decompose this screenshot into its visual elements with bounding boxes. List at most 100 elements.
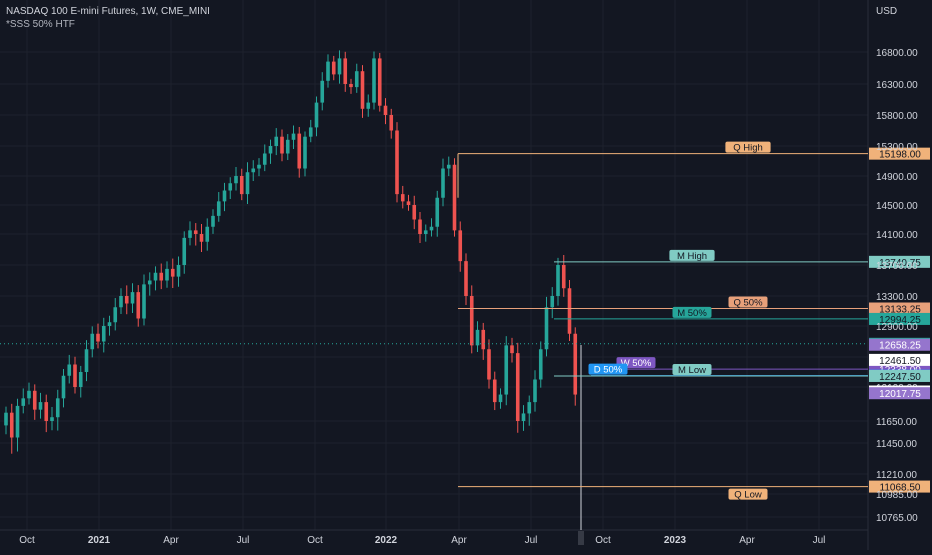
level-tag-bg xyxy=(588,363,628,375)
candle-body xyxy=(234,176,238,184)
candle-body xyxy=(176,265,181,277)
candle-body xyxy=(107,322,112,326)
candle-body xyxy=(331,61,336,75)
candle-body xyxy=(61,375,66,399)
candle-body xyxy=(38,402,43,410)
axis-price-badge-bg xyxy=(869,387,930,400)
level-tag-m-50-: M 50% xyxy=(672,306,712,319)
time-tick-label: Oct xyxy=(19,535,35,546)
axis-price-tag-q-low: 11068.50 xyxy=(869,480,930,494)
axis-price-badge: 12461.50 xyxy=(869,353,930,367)
candle-body xyxy=(418,219,422,234)
candle-body xyxy=(4,412,8,426)
time-tick-label: Oct xyxy=(307,535,323,546)
time-tick-label: 2021 xyxy=(88,535,111,546)
candle-body xyxy=(153,272,158,281)
axis-price-tag-label: 13133.25 xyxy=(879,305,921,316)
time-tick-label: Jul xyxy=(813,535,826,546)
candle-body xyxy=(27,390,31,399)
candle-body xyxy=(395,130,399,195)
level-tag-bg xyxy=(728,488,768,500)
level-tag-bg xyxy=(725,141,771,153)
candle-body xyxy=(504,345,509,395)
candle-body xyxy=(44,402,49,421)
price-tick-label: 13700.00 xyxy=(876,261,918,272)
candle-body xyxy=(383,105,388,115)
level-tag-label: M Low xyxy=(678,365,706,376)
candle-body xyxy=(475,329,480,346)
axis-price-tag-bg xyxy=(869,255,930,268)
level-tag-d-50-: D 50% xyxy=(588,363,628,376)
candle-body xyxy=(487,349,491,380)
level-tag-bg xyxy=(728,296,768,308)
symbol-title[interactable]: NASDAQ 100 E-mini Futures, 1W, CME_MINI xyxy=(6,6,210,17)
time-tick-label: 2022 xyxy=(375,535,398,546)
candle-body xyxy=(159,272,164,281)
candle-body xyxy=(308,127,313,137)
candle-body xyxy=(561,265,566,289)
price-tick-label: 13300.00 xyxy=(876,292,918,303)
candle-body xyxy=(251,168,256,173)
price-tick-label: 10765.00 xyxy=(876,513,918,524)
candle-body xyxy=(90,333,95,350)
level-tag-q-50-: Q 50% xyxy=(728,296,768,309)
candle-body xyxy=(389,115,394,131)
level-tag-label: Q Low xyxy=(734,490,762,501)
candle-body xyxy=(291,133,296,140)
candle-body xyxy=(280,136,284,154)
price-tick-label: 15800.00 xyxy=(876,111,918,122)
chart-legend: NASDAQ 100 E-mini Futures, 1W, CME_MINI … xyxy=(6,5,210,31)
level-tag-label: W 50% xyxy=(621,358,652,369)
candle-body xyxy=(372,58,376,103)
level-tag-label: Q High xyxy=(733,143,763,154)
indicator-title[interactable]: *SSS 50% HTF xyxy=(6,19,75,30)
price-tick-label: 16800.00 xyxy=(876,48,918,59)
price-tick-label: 12900.00 xyxy=(876,322,918,333)
candle-body xyxy=(193,230,198,234)
candle-body xyxy=(182,237,187,265)
level-tag-q-low: Q Low xyxy=(728,488,768,501)
cursor-time-tag xyxy=(578,531,584,545)
price-tick-label: 14500.00 xyxy=(876,201,918,212)
price-tick-label: 11650.00 xyxy=(876,417,917,428)
candle-body xyxy=(354,71,359,88)
candle-body xyxy=(464,261,468,296)
candle-body xyxy=(533,379,537,403)
candle-body xyxy=(510,345,514,354)
axis-price-tag-label: 12247.50 xyxy=(879,372,921,383)
axis-price-tag-m-50-: 12994.25 xyxy=(869,312,930,326)
candle-body xyxy=(9,412,14,438)
axis-price-tag-q-high: 15198.00 xyxy=(869,147,930,161)
level-tag-label: M High xyxy=(677,251,707,262)
candle-body xyxy=(435,197,440,227)
candle-body xyxy=(573,333,578,395)
axis-price-badge: 12017.75 xyxy=(869,387,930,400)
candle-body xyxy=(303,136,307,169)
axis-price-badge-label: 12017.75 xyxy=(879,389,921,400)
axis-price-tag-label: 12994.25 xyxy=(879,315,921,326)
axis-price-tag-bg xyxy=(869,480,930,493)
candle-body xyxy=(429,226,434,231)
time-tick-label: Jul xyxy=(237,535,250,546)
candle-body xyxy=(170,268,175,277)
candle-body xyxy=(567,288,572,334)
candle-body xyxy=(84,349,89,372)
candle-body xyxy=(32,390,37,410)
candle-body xyxy=(245,172,250,195)
candle-body xyxy=(337,58,342,75)
candle-body xyxy=(67,364,72,376)
candle-body xyxy=(21,398,26,406)
level-tag-m-high: M High xyxy=(669,249,715,262)
candle-body xyxy=(452,164,457,231)
level-tag-bg xyxy=(669,249,715,261)
candle-body xyxy=(15,405,20,438)
time-tick-label: Jul xyxy=(525,535,538,546)
candle-body xyxy=(119,296,123,308)
candle-body xyxy=(55,398,60,418)
axis-price-badge: 12658.25 xyxy=(869,338,930,352)
candle-body xyxy=(262,153,267,165)
candle-body xyxy=(400,194,405,202)
candle-body xyxy=(142,284,146,319)
